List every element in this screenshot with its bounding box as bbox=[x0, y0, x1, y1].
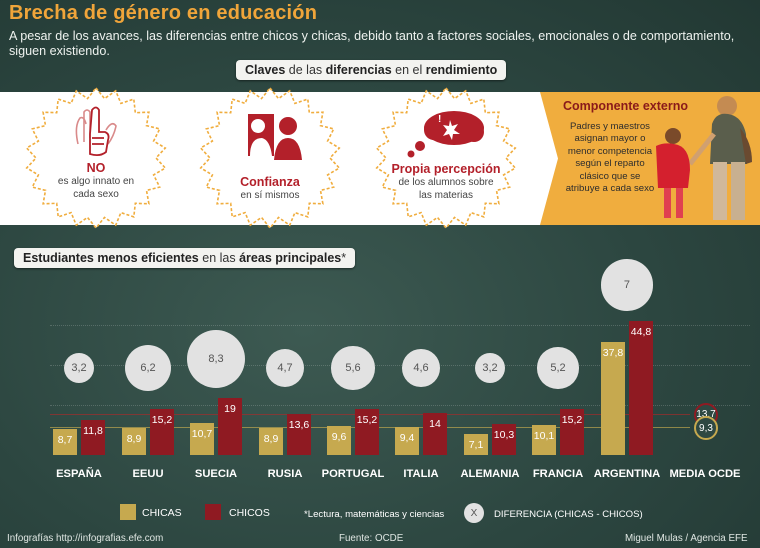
bar-value-label: 10,7 bbox=[191, 427, 213, 440]
bar-chicos: 14 bbox=[423, 413, 447, 455]
legend-note: *Lectura, matemáticas y ciencias bbox=[304, 509, 445, 520]
footer-credit-link: Infografías http://infografias.efe.com bbox=[7, 533, 164, 544]
difference-bubble: 7 bbox=[601, 259, 653, 311]
badge-heading: Propia percepción bbox=[391, 162, 501, 176]
x-tick-label: SUECIA bbox=[194, 468, 238, 480]
badge-text-line: es algo innato en bbox=[57, 176, 135, 187]
x-tick-label: PORTUGAL bbox=[321, 468, 385, 480]
legend-swatch-chicos bbox=[205, 504, 221, 520]
gridline bbox=[50, 365, 750, 366]
bar-value-label: 19 bbox=[224, 403, 236, 415]
bar-chicas: 8,9 bbox=[122, 428, 146, 455]
badge-text-line: de los alumnos sobre bbox=[398, 177, 494, 188]
bar-chicos: 19 bbox=[218, 398, 242, 455]
legend-label-chicas: CHICAS bbox=[142, 507, 182, 519]
people-icon bbox=[248, 114, 302, 160]
bar-value-label: 37,8 bbox=[602, 346, 624, 359]
x-tick-label: ALEMANIA bbox=[460, 468, 520, 480]
bar-chicas: 10,1 bbox=[532, 424, 556, 455]
thought-bubble-icon: ! bbox=[407, 111, 484, 158]
svg-text:!: ! bbox=[438, 114, 441, 125]
badge-text-line: en sí mismos bbox=[240, 190, 300, 201]
x-tick-label: ITALIA bbox=[403, 468, 439, 480]
bar-chicas: 9,6 bbox=[327, 426, 351, 455]
bar-chicas: 37,8 bbox=[601, 341, 625, 455]
parent-child-illustration bbox=[656, 96, 752, 220]
legend-label-difference: DIFERENCIA (CHICAS - CHICOS) bbox=[494, 509, 643, 520]
footer-source: Fuente: OCDE bbox=[339, 533, 404, 544]
page-title: Brecha de género en educación bbox=[9, 2, 318, 24]
bar-chicos: 13,6 bbox=[287, 414, 311, 455]
badge-heading: Confianza bbox=[240, 175, 300, 189]
badge-not-innate: NO es algo innato en cada sexo bbox=[22, 86, 170, 230]
bar-chicas: 9,4 bbox=[395, 426, 419, 455]
difference-bubble: 5,6 bbox=[331, 346, 375, 390]
bar-value-label: 8,9 bbox=[263, 433, 279, 446]
bar-value-label: 44,8 bbox=[630, 325, 652, 338]
bar-value-label: 11,8 bbox=[83, 424, 103, 437]
difference-bubble: 6,2 bbox=[124, 344, 172, 392]
x-tick-label: ARGENTINA bbox=[593, 468, 661, 480]
burst-outline bbox=[199, 86, 341, 230]
gridline bbox=[50, 325, 750, 326]
bar-value-label: 9,4 bbox=[399, 431, 415, 444]
difference-bubble: 3,2 bbox=[64, 353, 94, 383]
badge-heading: NO bbox=[86, 161, 106, 175]
x-tick-label: RUSIA bbox=[267, 468, 303, 480]
hand-gesture-icon bbox=[75, 106, 117, 157]
bar-chicos: 44,8 bbox=[629, 320, 653, 455]
bar-value-label: 14 bbox=[429, 418, 441, 430]
bar-value-label: 15,2 bbox=[356, 414, 378, 427]
bar-chicos: 15,2 bbox=[560, 409, 584, 455]
bar-chicas: 7,1 bbox=[464, 433, 488, 455]
bar-value-label: 8,9 bbox=[126, 433, 142, 446]
bar-chicos: 11,8 bbox=[81, 419, 105, 455]
badge-self-perception: ! Propia percepción de los alumnos sobre… bbox=[372, 86, 520, 230]
chart-section-label: Estudiantes menos eficientes en las área… bbox=[14, 248, 356, 268]
bar-value-label: 7,1 bbox=[468, 438, 484, 451]
difference-bubble: 8,3 bbox=[186, 329, 246, 388]
bar-value-label: 10,1 bbox=[533, 429, 555, 442]
bar-chicos: 15,2 bbox=[355, 409, 379, 455]
x-tick-label: ESPAÑA bbox=[56, 468, 102, 480]
bar-chicos: 10,3 bbox=[492, 424, 516, 455]
legend-difference-symbol: X bbox=[464, 503, 484, 523]
difference-bubble: 4,6 bbox=[402, 349, 440, 387]
bar-chicas: 8,9 bbox=[259, 428, 283, 455]
bar-chicas: 8,7 bbox=[53, 428, 77, 455]
page-subtitle: A pesar de los avances, las diferencias … bbox=[9, 29, 735, 58]
x-tick-label: MEDIA OCDE bbox=[669, 468, 741, 480]
badge-confidence: Confianza en sí mismos bbox=[196, 86, 344, 230]
external-component-text: Padres y maestros asignan mayor o menor … bbox=[565, 121, 655, 195]
badge-text-line: las materias bbox=[419, 190, 473, 201]
burst-outline bbox=[25, 86, 167, 230]
bar-chicas: 10,7 bbox=[190, 422, 214, 455]
legend-swatch-chicas bbox=[120, 504, 136, 520]
bar-value-label: 13,6 bbox=[288, 419, 310, 432]
bar-chicos: 15,2 bbox=[150, 409, 174, 455]
footer-author: Miguel Mulas / Agencia EFE bbox=[625, 533, 748, 544]
x-tick-label: EEUU bbox=[132, 468, 164, 480]
gridline bbox=[50, 405, 750, 406]
average-chicas-marker: 9,3 bbox=[694, 416, 718, 441]
external-component-title: Componente externo bbox=[563, 99, 689, 113]
difference-bubble: 3,2 bbox=[475, 353, 505, 383]
difference-bubble: 5,2 bbox=[537, 347, 579, 389]
keys-section-label: Claves de las diferencias en el rendimie… bbox=[236, 60, 507, 80]
legend-label-chicos: CHICOS bbox=[229, 507, 270, 519]
x-tick-label: FRANCIA bbox=[532, 468, 584, 480]
bar-value-label: 8,7 bbox=[57, 433, 73, 446]
bar-value-label: 10,3 bbox=[493, 429, 515, 442]
difference-bubble: 4,7 bbox=[265, 348, 305, 388]
badge-text-line: cada sexo bbox=[73, 189, 119, 200]
bar-value-label: 15,2 bbox=[561, 414, 583, 427]
bar-value-label: 9,6 bbox=[331, 431, 347, 444]
bar-value-label: 15,2 bbox=[151, 414, 173, 427]
